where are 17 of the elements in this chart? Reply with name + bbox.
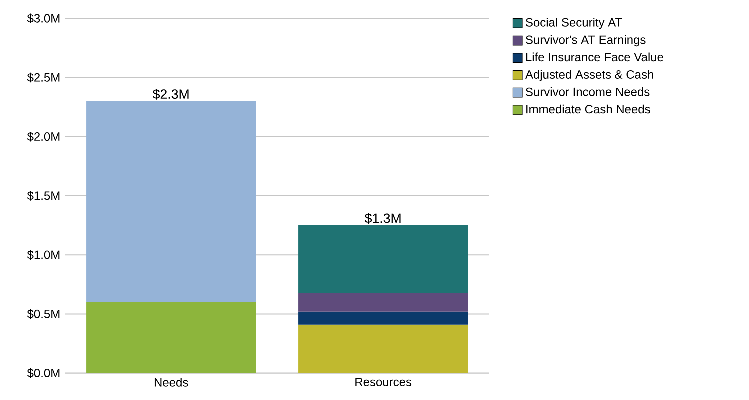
total-label: $1.3M: [364, 213, 401, 224]
legend-label: Survivor's AT Earnings: [526, 35, 646, 47]
legend-label: Social Security AT: [526, 18, 622, 30]
y-tick-label: $2.5M: [27, 72, 60, 83]
y-tick-label: $3.0M: [27, 14, 60, 24]
legend-label: Immediate Cash Needs: [526, 104, 650, 114]
y-tick-label: $0.5M: [27, 309, 60, 320]
x-tick-label: Needs: [154, 378, 188, 387]
y-tick-label: $0.0M: [27, 368, 60, 378]
total-label: $2.3M: [152, 89, 189, 100]
y-tick-label: $1.5M: [27, 191, 60, 201]
legend-label: Life Insurance Face Value: [526, 52, 664, 62]
x-tick-label: Resources: [356, 378, 412, 386]
legend-label: Adjusted Assets & Cash: [525, 70, 654, 82]
legend-label: Survivor Income Needs: [526, 88, 650, 96]
y-tick-label: $1.0M: [27, 250, 60, 260]
y-tick-label: $2.0M: [27, 132, 60, 142]
